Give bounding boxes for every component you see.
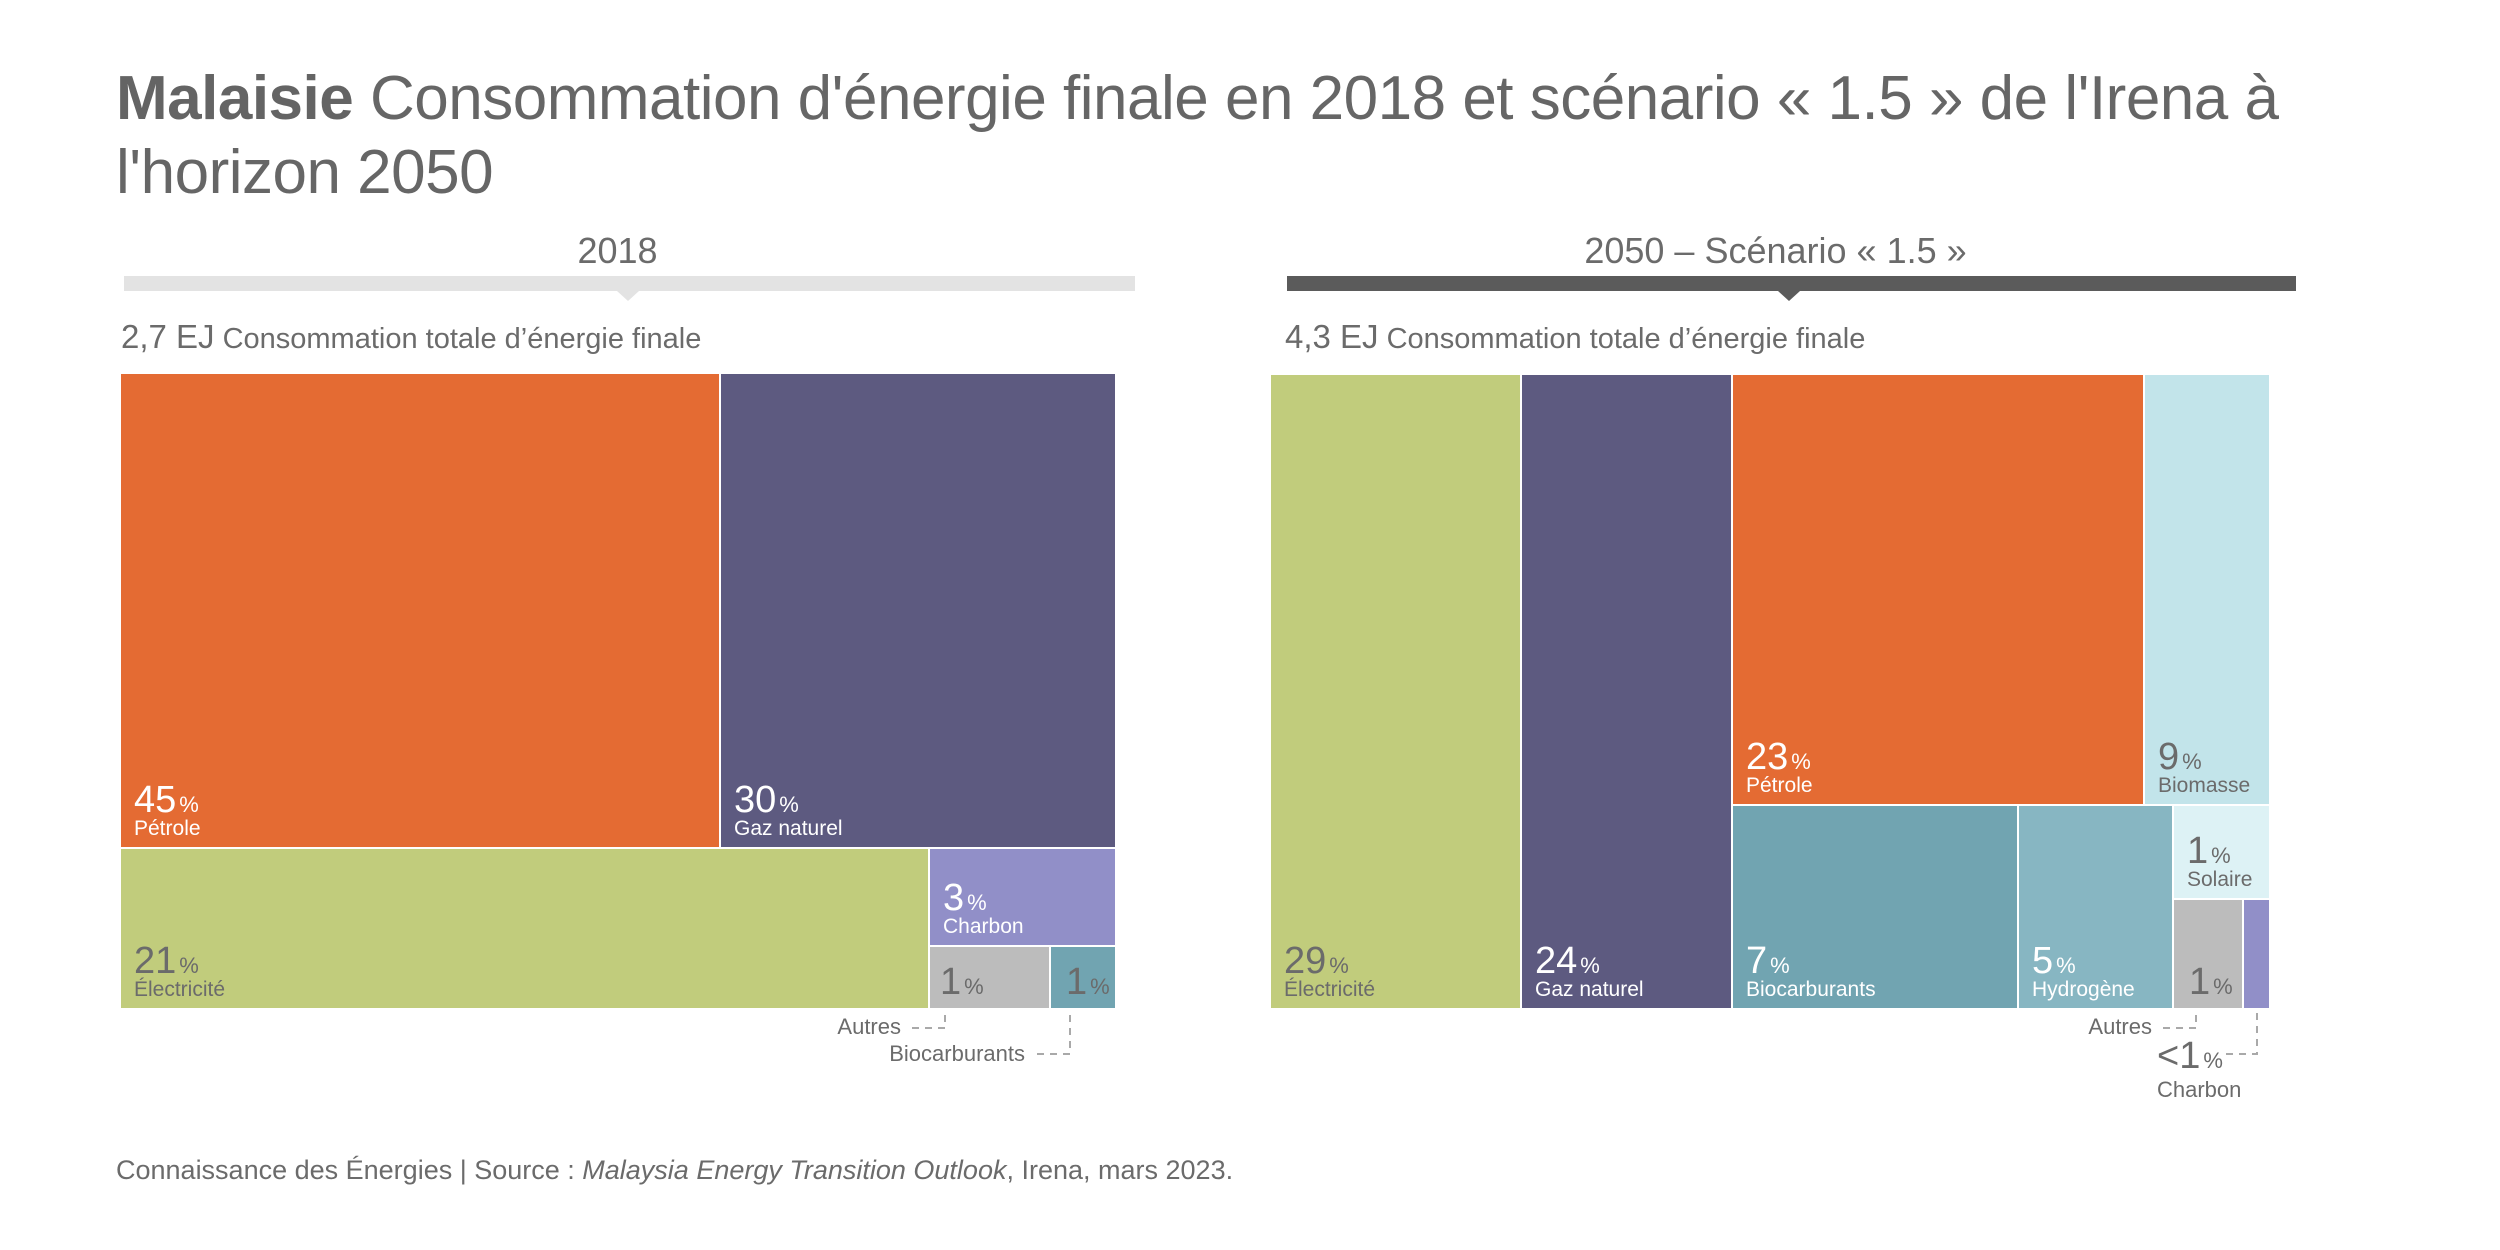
total-value: 2,7 EJ (121, 318, 215, 355)
total-label: Consommation totale d’énergie finale (222, 323, 702, 355)
panel-2050-band (1287, 276, 2296, 291)
tile-rect-gaz (721, 374, 1115, 847)
tile-label: Biomasse (2158, 774, 2250, 797)
tile-electricite: 29 %Électricité (1271, 375, 1520, 1008)
tile-rect-solaire (2174, 806, 2269, 898)
panel-2018-pointer (617, 291, 639, 301)
connector-autres-2018 (912, 1012, 946, 1029)
tile-label: Solaire (2187, 868, 2252, 891)
callout-autres-2050: Autres (2088, 1014, 2152, 1039)
tile-rect-biocarburants (1733, 806, 2017, 1008)
panel-2018-total: 2,7 EJ Consommation totale d’énergie fina… (121, 318, 701, 356)
tile-charbon: 3 %Charbon (930, 849, 1115, 945)
callout-charbon-label-2050: Charbon (2157, 1077, 2241, 1102)
tile-autres: 1% (930, 947, 1049, 1008)
callout-biocarburants-2018: Biocarburants (889, 1041, 1025, 1066)
tile-petrole: 23 %Pétrole (1733, 375, 2143, 804)
panel-2018-band (124, 276, 1135, 291)
tile-charbon (2244, 900, 2269, 1008)
tile-label: Pétrole (134, 817, 201, 840)
footer-report: Malaysia Energy Transition Outlook (582, 1155, 1007, 1185)
panel-2050-pointer (1778, 291, 1800, 301)
chart-title: Malaisie Consommation d'énergie finale e… (116, 62, 2396, 210)
tile-label: Électricité (134, 978, 225, 1001)
connector-biocarburants-2018 (1037, 1012, 1071, 1055)
tile-biocarburants: 7 %Biocarburants (1733, 806, 2017, 1008)
footer-prefix: Connaissance des Énergies | Source : (116, 1155, 583, 1185)
tile-gaz: 30 %Gaz naturel (721, 374, 1115, 847)
title-text: Consommation d'énergie finale en 2018 et… (116, 64, 2279, 207)
tile-label: Biocarburants (1746, 978, 1876, 1001)
tile-rect-petrole (121, 374, 719, 847)
tile-rect-charbon (2244, 900, 2269, 1008)
tile-label: Gaz naturel (1535, 978, 1644, 1001)
panel-2018-heading: 2018 (577, 230, 658, 271)
title-country: Malaisie (116, 64, 354, 133)
panel-2050-heading: 2050 – Scénario « 1.5 » (1584, 230, 1967, 271)
total-value: 4,3 EJ (1285, 318, 1379, 355)
tile-rect-autres (930, 947, 1049, 1008)
tile-label: Pétrole (1746, 774, 1813, 797)
callout-autres-2018: Autres (837, 1014, 901, 1039)
tile-rect-autres (2174, 900, 2242, 1008)
tile-rect-charbon (930, 849, 1115, 945)
tile-biomasse: 9 %Biomasse (2145, 375, 2269, 804)
tile-petrole: 45 %Pétrole (121, 374, 719, 847)
tile-label: Hydrogène (2032, 978, 2135, 1001)
footer-suffix: , Irena, mars 2023. (1006, 1155, 1234, 1185)
source-footer: Connaissance des Énergies | Source : Mal… (116, 1155, 1233, 1186)
tile-label: Électricité (1284, 978, 1375, 1001)
tile-biocarburants: 1% (1051, 947, 1115, 1008)
panel-2050-total: 4,3 EJ Consommation totale d’énergie fina… (1285, 318, 1865, 356)
tile-rect-electricite (1271, 375, 1520, 1008)
tile-electricite: 21 %Électricité (121, 849, 928, 1008)
tile-rect-electricite (121, 849, 928, 1008)
tile-rect-biocarburants (1051, 947, 1115, 1008)
total-label: Consommation totale d’énergie finale (1386, 323, 1866, 355)
tile-label: Gaz naturel (734, 817, 843, 840)
tile-rect-gaz (1522, 375, 1731, 1008)
tile-rect-petrole (1733, 375, 2143, 804)
tile-label: Charbon (943, 915, 1024, 938)
connector-charbon-2050 (2226, 1012, 2258, 1055)
tile-hydrogene: 5 %Hydrogène (2019, 806, 2172, 1008)
tile-solaire: 1 %Solaire (2174, 806, 2269, 898)
tile-gaz: 24 %Gaz naturel (1522, 375, 1731, 1008)
connector-autres-2050 (2163, 1012, 2197, 1029)
tile-rect-hydrogene (2019, 806, 2172, 1008)
tile-rect-biomasse (2145, 375, 2269, 804)
callout-charbon-value-2050: <1% (2157, 1035, 2223, 1077)
tile-value: 21% (134, 940, 199, 982)
tile-autres: 1% (2174, 900, 2242, 1008)
